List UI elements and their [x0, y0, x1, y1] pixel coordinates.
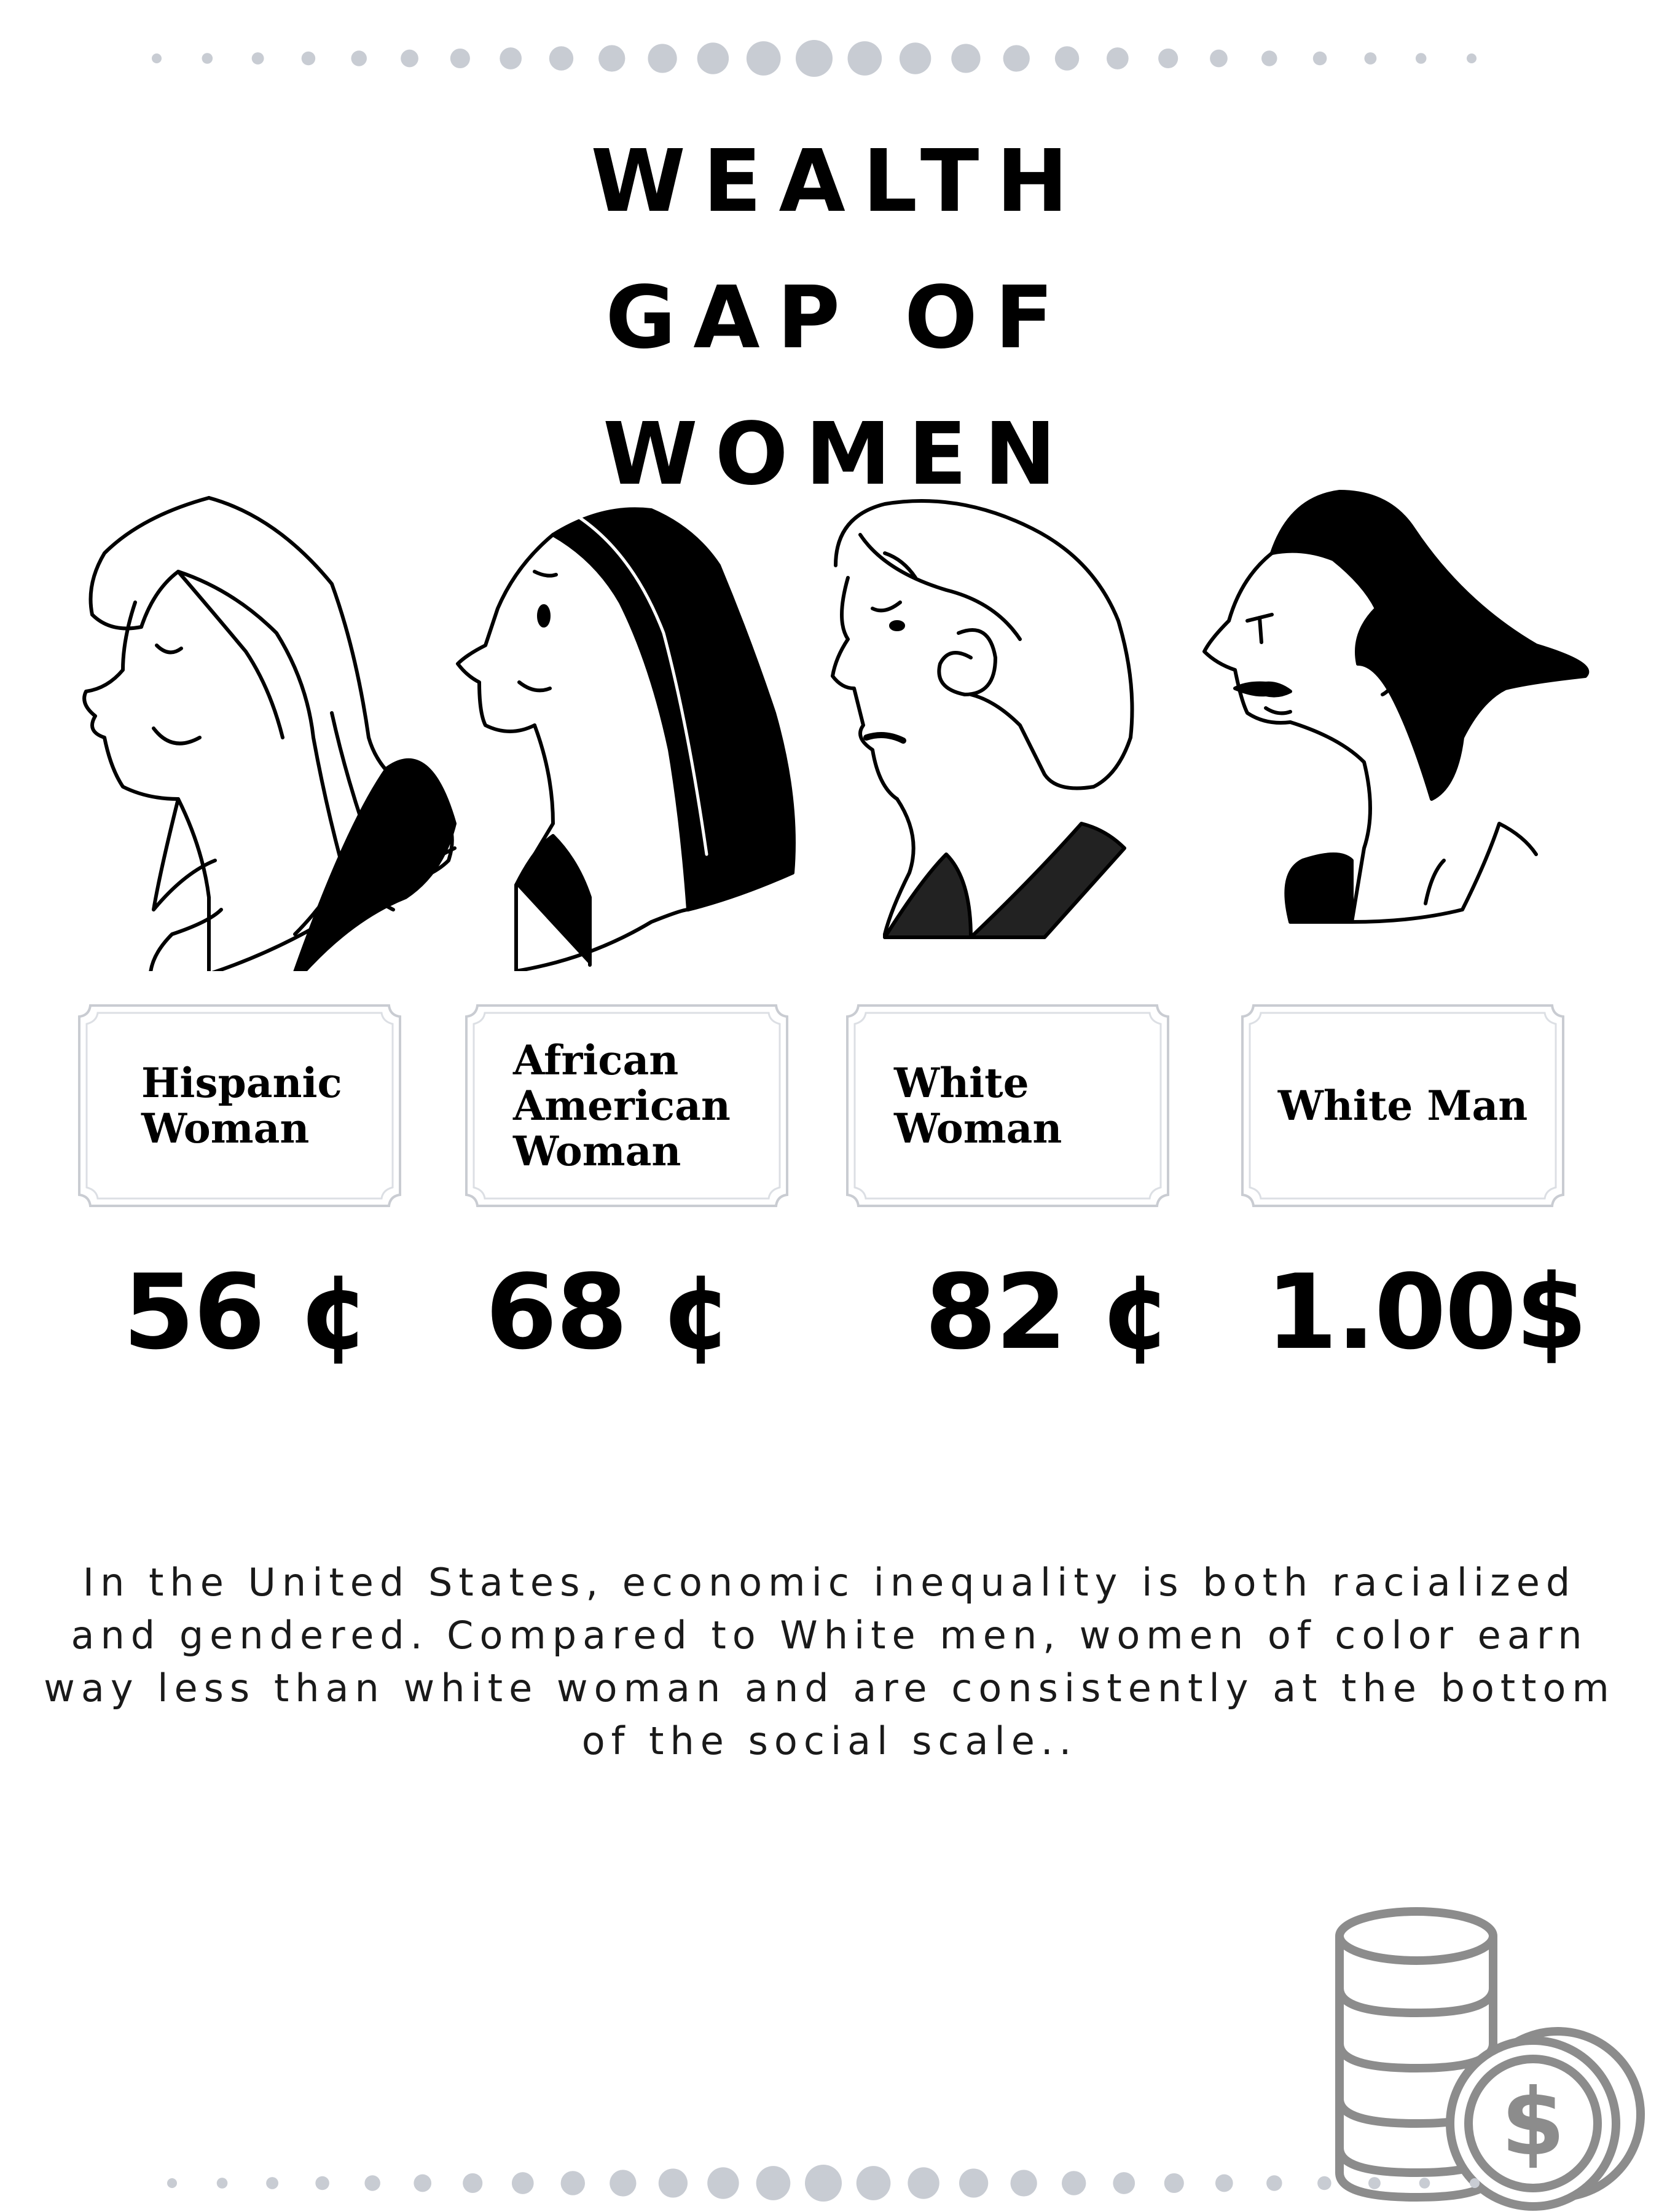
label-line: White — [894, 1059, 1029, 1107]
decorative-dot — [351, 50, 367, 66]
decorative-dot — [847, 41, 882, 76]
decorative-dot — [1470, 2178, 1480, 2188]
title-line-2: GAP OF — [605, 268, 1071, 368]
decorative-dot — [315, 2176, 329, 2190]
decorative-dot — [610, 2170, 637, 2197]
decorative-dot — [1317, 2176, 1332, 2190]
label-text: White Woman — [845, 1003, 1171, 1208]
decorative-dot — [959, 2168, 989, 2198]
decorative-dot — [560, 2171, 586, 2195]
title-line-3: WOMEN — [603, 404, 1073, 505]
label-text: Hispanic Woman — [77, 1003, 402, 1208]
label-card-frame — [78, 1004, 401, 1207]
decorative-dot — [549, 46, 574, 71]
decorative-dot — [899, 42, 931, 74]
decorative-dot — [1164, 2173, 1184, 2194]
white-man-portrait — [1202, 490, 1590, 924]
decorative-dot — [805, 2165, 842, 2202]
hispanic-woman-portrait — [82, 496, 457, 971]
decorative-dot — [648, 44, 677, 73]
bottom-dots-divider — [167, 2165, 1480, 2202]
decorative-dot — [856, 2166, 891, 2200]
decorative-dot — [1419, 2178, 1430, 2189]
title-line-1: WEALTH — [590, 132, 1086, 232]
decorative-dot — [756, 2166, 791, 2200]
decorative-dot — [658, 2168, 688, 2198]
decorative-dot — [202, 53, 213, 64]
decorative-dot — [1210, 49, 1228, 68]
amount-white-woman: 82 ¢ — [925, 1252, 1172, 1372]
decorative-dot — [251, 52, 264, 65]
decorative-dot — [401, 49, 418, 68]
label-line: African — [513, 1036, 679, 1084]
decorative-dot — [463, 2173, 483, 2194]
label-text: White Man — [1240, 1003, 1566, 1208]
portraits-row — [82, 490, 1590, 971]
decorative-dot — [414, 2174, 432, 2192]
amount-white-man: 1.00$ — [1266, 1252, 1587, 1372]
decorative-dot — [1364, 52, 1377, 65]
label-line: Woman — [894, 1104, 1062, 1152]
label-card-african-american-woman: African American Woman — [464, 1003, 790, 1208]
decorative-dot — [1368, 2177, 1381, 2189]
label-card-white-man: White Man — [1240, 1003, 1566, 1208]
label-line: Woman — [141, 1104, 310, 1152]
decorative-dot — [301, 51, 316, 66]
african-american-woman-portrait — [456, 507, 796, 971]
decorative-dot — [697, 42, 729, 74]
decorative-dot — [1266, 2175, 1282, 2191]
decorative-dot — [908, 2167, 939, 2199]
decorative-dot — [364, 2175, 380, 2191]
label-line: White Man — [1277, 1082, 1528, 1130]
page-title: WEALTH GAP OF WOMEN — [0, 114, 1659, 523]
decorative-dot — [1215, 2174, 1233, 2192]
decorative-dot — [216, 2178, 228, 2189]
amount-african-american-woman: 68 ¢ — [485, 1252, 733, 1372]
label-card-frame — [1241, 1004, 1564, 1207]
label-line: American — [513, 1082, 731, 1130]
decorative-dot — [1113, 2172, 1135, 2194]
decorative-dot — [152, 53, 162, 63]
decorative-dot — [1467, 53, 1477, 63]
dollar-sign-glyph: $ — [1501, 2069, 1565, 2176]
decorative-dot — [511, 2172, 534, 2194]
decorative-dot — [1312, 51, 1327, 66]
decorative-dot — [167, 2178, 177, 2188]
decorative-dot — [1415, 53, 1427, 64]
decorative-dot — [1010, 2170, 1037, 2197]
decorative-dot — [1003, 45, 1030, 72]
label-card-frame — [465, 1004, 788, 1207]
decorative-dot — [951, 44, 981, 73]
decorative-dot — [746, 41, 781, 76]
label-line: Hispanic — [141, 1059, 342, 1107]
top-dots-divider — [152, 40, 1477, 77]
label-line: Woman — [513, 1127, 681, 1175]
decorative-dot — [1107, 47, 1129, 69]
label-text: African American Woman — [464, 1003, 790, 1208]
amount-hispanic-woman: 56 ¢ — [123, 1252, 371, 1372]
coin-stack-dollar-icon: $ — [1335, 1907, 1645, 2211]
decorative-dot — [1061, 2171, 1086, 2195]
decorative-dot — [500, 47, 522, 69]
decorative-dot — [1158, 48, 1179, 69]
label-card-frame — [846, 1004, 1169, 1207]
decorative-dot — [450, 48, 470, 69]
decorative-dot — [1054, 46, 1080, 71]
label-card-white-woman: White Woman — [845, 1003, 1171, 1208]
white-woman-portrait — [831, 499, 1134, 939]
decorative-dot — [266, 2177, 279, 2189]
label-card-hispanic-woman: Hispanic Woman — [77, 1003, 402, 1208]
decorative-dot — [796, 40, 833, 77]
description-paragraph: In the United States, economic inequalit… — [44, 1560, 1615, 1763]
decorative-dot — [598, 45, 626, 72]
decorative-dot — [707, 2167, 739, 2199]
decorative-dot — [1261, 50, 1277, 66]
